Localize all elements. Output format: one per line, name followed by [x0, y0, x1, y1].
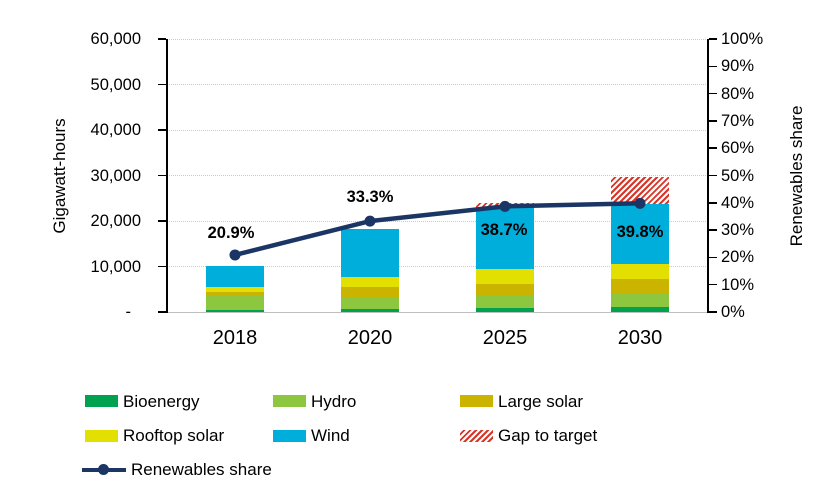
category-label-2018: 2018: [212, 327, 258, 349]
left-axis-tick: [158, 38, 166, 40]
category-label-2025: 2025: [482, 327, 528, 349]
legend-label-wind: Wind: [311, 426, 350, 445]
right-axis-tick: [709, 120, 717, 122]
right-axis-tick: [709, 174, 717, 177]
bar-segment-rooftop-solar-2025: [476, 268, 534, 284]
category-label-2020: 2020: [347, 327, 393, 349]
right-axis-tick: [709, 92, 717, 95]
right-axis-tick: [709, 311, 717, 313]
share-data-label-2020: 33.3%: [346, 188, 394, 207]
bar-segment-rooftop-solar-2030: [611, 264, 669, 280]
right-axis-tick-label: 60%: [721, 139, 755, 158]
legend-swatch-gap-to-target: [460, 429, 493, 442]
legend-item-hydro: Hydro: [273, 393, 356, 410]
gridline: [167, 38, 708, 40]
legend-swatch-wind: [273, 429, 306, 442]
x-axis-line: [167, 312, 708, 313]
right-axis-tick: [709, 229, 717, 231]
left-axis-tick: [158, 83, 166, 86]
legend-label-large-solar: Large solar: [498, 391, 584, 411]
bar-segment-hydro-2025: [476, 296, 534, 308]
right-axis-tick-label: 80%: [721, 84, 755, 103]
share-data-label-2025: 38.7%: [480, 221, 528, 240]
bar-segment-large-solar-2025: [476, 283, 534, 297]
left-axis-tick-label: 20,000: [90, 212, 141, 230]
category-label-2030: 2030: [617, 327, 663, 349]
gridline: [167, 129, 708, 131]
left-axis-tick-label: 40,000: [90, 121, 141, 139]
right-axis-tick: [709, 202, 717, 204]
bar-segment-bioenergy-2018: [206, 309, 264, 312]
bar-segment-rooftop-solar-2020: [341, 276, 399, 288]
left-axis-tick: [158, 220, 166, 222]
legend-item-renewables-share: Renewables share: [82, 461, 272, 478]
gridline: [167, 175, 708, 176]
legend-label-bioenergy: Bioenergy: [123, 391, 200, 411]
left-axis-line: [165, 39, 168, 313]
bar-segment-rooftop-solar-2018: [206, 287, 264, 292]
legend-item-gap-to-target: Gap to target: [460, 427, 597, 444]
bar-segment-wind-2018: [206, 266, 264, 288]
left-axis-tick-label: 60,000: [90, 30, 141, 48]
bar-segment-large-solar-2020: [341, 287, 399, 297]
legend-label-renewables-share: Renewables share: [131, 460, 272, 479]
left-axis-tick-label: 30,000: [90, 166, 141, 185]
bar-segment-gap-to-target-2025: [476, 203, 534, 207]
legend-swatch-large-solar: [460, 395, 493, 407]
legend-label-hydro: Hydro: [311, 391, 357, 411]
right-axis-tick: [709, 38, 717, 40]
left-axis-tick-label: -: [125, 303, 132, 321]
bar-segment-bioenergy-2030: [611, 307, 669, 312]
legend-swatch-bioenergy: [85, 395, 118, 407]
right-axis-tick: [709, 65, 717, 68]
right-axis-tick: [709, 147, 717, 149]
right-axis-tick-label: 0%: [721, 303, 745, 321]
legend-swatch-rooftop-solar: [85, 429, 118, 442]
left-axis-tick: [158, 265, 166, 268]
bar-segment-wind-2020: [341, 228, 399, 277]
right-axis-tick: [709, 256, 717, 259]
bar-segment-hydro-2030: [611, 294, 669, 308]
left-axis-tick-label: 10,000: [90, 257, 141, 276]
right-axis-tick-label: 10%: [721, 275, 755, 294]
gridline: [167, 84, 708, 85]
left-axis-tick: [158, 174, 166, 177]
renewables-share-line: [234, 201, 641, 258]
legend-swatch-hydro: [273, 395, 306, 407]
share-data-label-2018: 20.9%: [207, 223, 255, 242]
right-axis-line: [707, 39, 709, 313]
right-axis-tick-label: 70%: [721, 111, 755, 130]
right-axis-tick-label: 100%: [721, 30, 764, 48]
share-data-label-2030: 39.8%: [616, 223, 664, 242]
legend-label-gap-to-target: Gap to target: [498, 426, 598, 445]
legend-item-large-solar: Large solar: [460, 393, 583, 410]
bar-segment-gap-to-target-2030: [611, 177, 669, 205]
bar-segment-hydro-2020: [341, 296, 399, 310]
bar-segment-hydro-2018: [206, 295, 264, 310]
left-axis-tick-label: 50,000: [90, 75, 141, 94]
bar-segment-bioenergy-2020: [341, 309, 399, 312]
left-axis-tick: [158, 129, 166, 131]
gridline: [167, 266, 708, 267]
bar-segment-large-solar-2030: [611, 279, 669, 295]
legend-label-rooftop-solar: Rooftop solar: [123, 426, 225, 445]
right-axis-tick-label: 90%: [721, 57, 755, 76]
right-axis-tick-label: 50%: [721, 166, 755, 185]
right-axis-tick-label: 20%: [721, 248, 755, 267]
legend-item-bioenergy: Bioenergy: [85, 393, 200, 410]
left-axis-tick: [158, 311, 166, 313]
share-marker-2018: [229, 249, 241, 261]
right-axis-tick: [709, 283, 717, 286]
legend-line-marker-swatch: [82, 463, 126, 476]
right-axis-tick-label: 30%: [721, 221, 755, 240]
legend-item-wind: Wind: [273, 427, 350, 444]
legend-item-rooftop-solar: Rooftop solar: [85, 427, 224, 444]
bar-segment-large-solar-2018: [206, 291, 264, 296]
right-axis-tick-label: 40%: [721, 193, 755, 212]
bar-segment-bioenergy-2025: [476, 307, 534, 312]
